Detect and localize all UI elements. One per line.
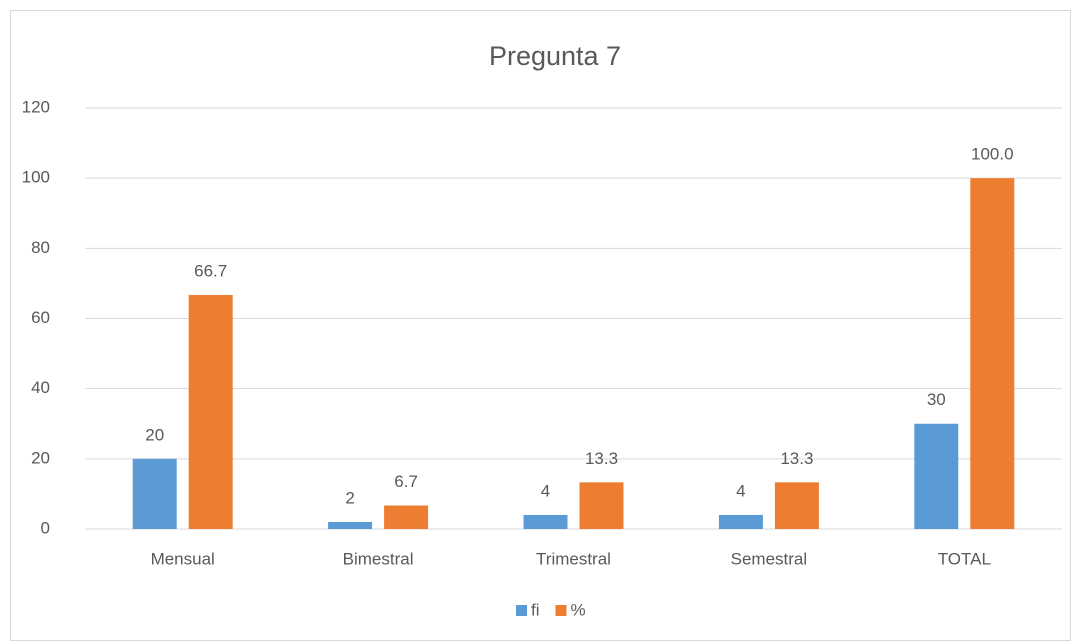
data-label: 6.7: [394, 472, 418, 491]
data-label: 20: [145, 425, 164, 444]
bar: [579, 482, 624, 529]
chart-title: Pregunta 7: [489, 41, 621, 71]
data-label: 4: [541, 481, 550, 500]
bar: [132, 458, 177, 529]
data-label: 13.3: [585, 449, 618, 468]
y-tick-label: 120: [22, 97, 50, 116]
bar: [328, 521, 373, 529]
x-tick-label: Trimestral: [536, 549, 611, 568]
legend-swatch: [555, 605, 567, 616]
legend-label: %: [571, 600, 586, 619]
bar: [774, 482, 819, 529]
bar: [718, 514, 763, 529]
data-label: 13.3: [780, 449, 813, 468]
data-label: 4: [736, 481, 745, 500]
data-label: 30: [927, 390, 946, 409]
x-tick-label: Semestral: [731, 549, 808, 568]
bar: [188, 294, 233, 529]
y-tick-label: 40: [31, 378, 50, 397]
x-tick-label: TOTAL: [938, 549, 991, 568]
x-tick-label: Bimestral: [343, 549, 414, 568]
data-label: 66.7: [194, 261, 227, 280]
y-tick-label: 0: [41, 518, 50, 537]
legend-swatch: [516, 605, 527, 616]
bar: [914, 423, 959, 529]
chart-frame: [10, 10, 1071, 641]
legend-label: fi: [531, 600, 540, 619]
bar: [970, 178, 1015, 529]
data-label: 100.0: [971, 145, 1014, 164]
bar: [384, 505, 429, 529]
y-tick-label: 100: [22, 168, 50, 187]
bar: [523, 514, 568, 529]
y-tick-label: 60: [31, 308, 50, 327]
y-tick-label: 80: [31, 238, 50, 257]
x-tick-label: Mensual: [151, 549, 215, 568]
y-tick-label: 20: [31, 448, 50, 467]
data-label: 2: [345, 488, 354, 507]
